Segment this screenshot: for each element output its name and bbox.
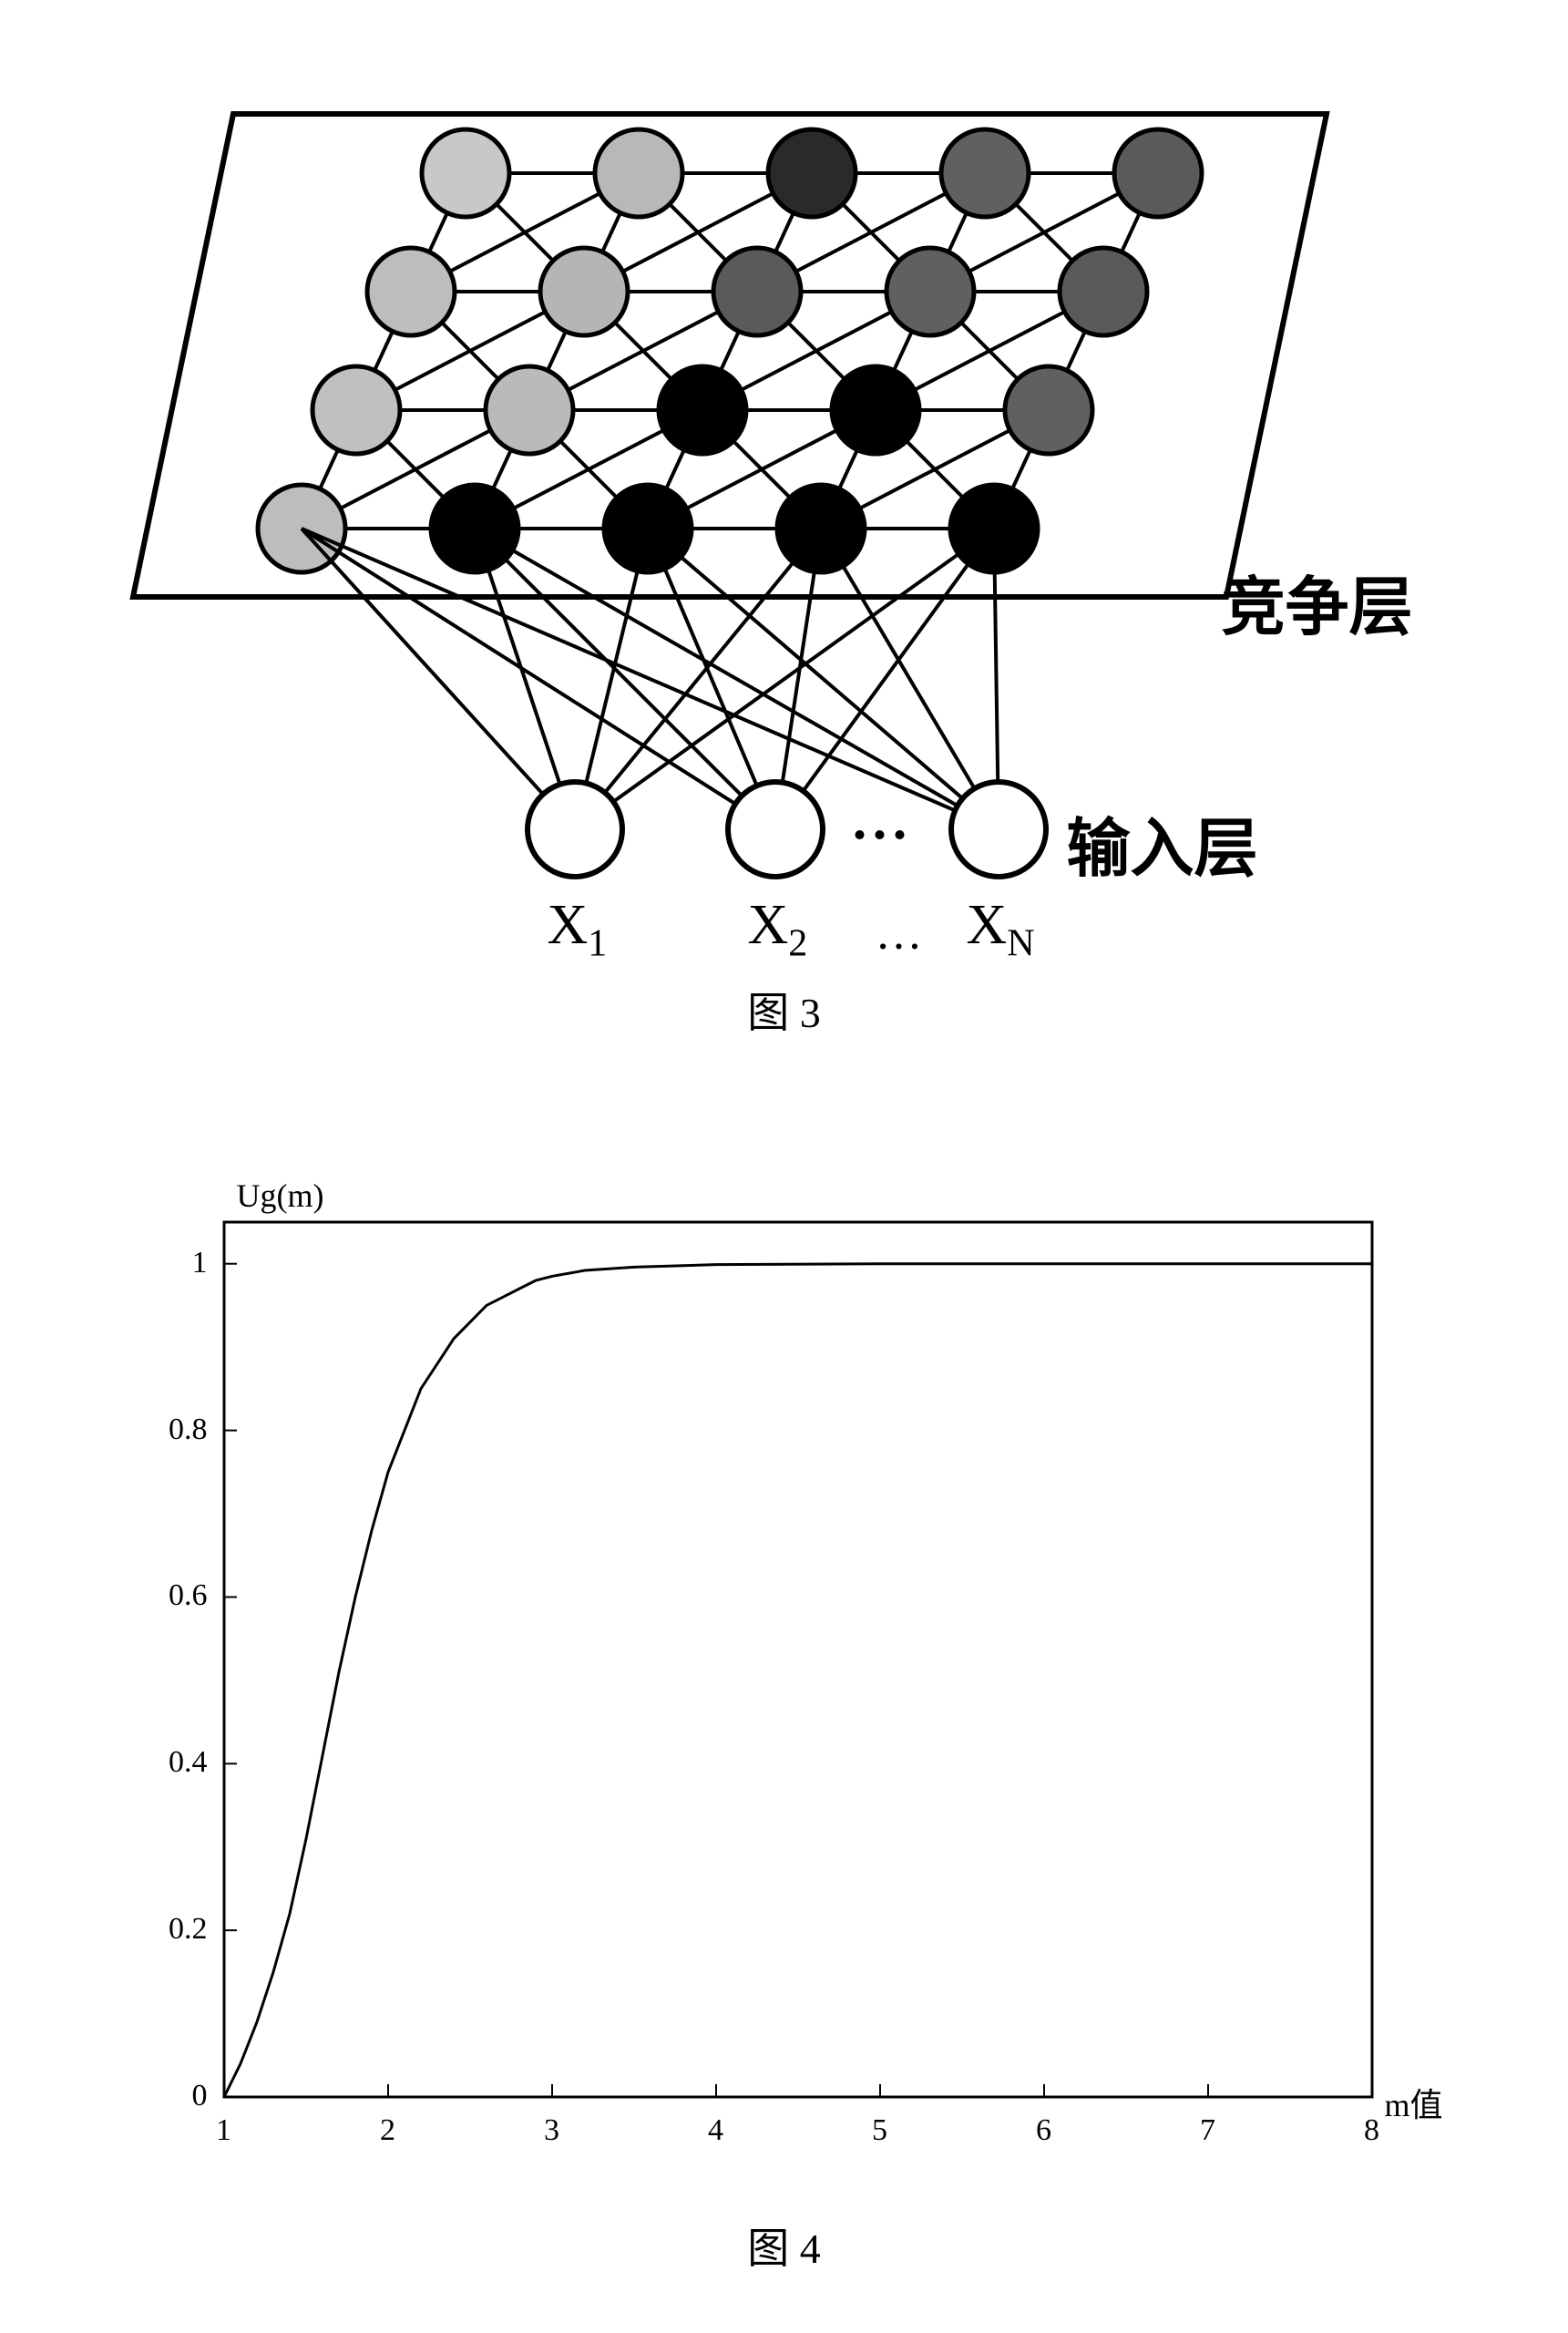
- x-tick-label: 5: [853, 2113, 907, 2148]
- input-ellipsis-bottom: …: [876, 907, 919, 961]
- x-tick-label: 2: [361, 2113, 415, 2148]
- x-tick-label: 3: [525, 2113, 579, 2148]
- y-tick-label: 0: [108, 2079, 208, 2113]
- figure-3: 竞争层 输入层 X1 X2 … XN: [101, 36, 1468, 961]
- y-tick-label: 1: [108, 1246, 208, 1280]
- x-tick-label: 1: [197, 2113, 251, 2148]
- input-node-label-x1: X1: [548, 893, 608, 965]
- figure-4-caption: 图 4: [0, 2215, 1568, 2276]
- y-tick-label: 0.8: [108, 1413, 208, 1447]
- ug-m-chart: [69, 1167, 1500, 2197]
- som-diagram: [101, 36, 1468, 957]
- x-tick-label: 8: [1345, 2113, 1399, 2148]
- y-tick-label: 0.4: [108, 1745, 208, 1780]
- figure-3-caption: 图 3: [0, 980, 1568, 1040]
- y-tick-label: 0.6: [108, 1578, 208, 1613]
- input-layer-label: 输入层: [1067, 797, 1258, 889]
- input-node-label-xn: XN: [967, 893, 1035, 965]
- x-tick-label: 6: [1017, 2113, 1071, 2148]
- competition-layer-label: 竞争层: [1222, 556, 1413, 648]
- x-tick-label: 7: [1181, 2113, 1235, 2148]
- y-axis-label: Ug(m): [237, 1177, 324, 1215]
- x-tick-label: 4: [689, 2113, 743, 2148]
- y-tick-label: 0.2: [108, 1912, 208, 1947]
- figure-4: Ug(m) m值 00.20.40.60.81 12345678: [69, 1167, 1500, 2197]
- input-node-label-x2: X2: [748, 893, 808, 965]
